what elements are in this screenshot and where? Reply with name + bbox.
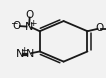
Text: O: O (96, 23, 104, 33)
Text: N: N (25, 22, 33, 32)
Text: +: + (20, 46, 27, 55)
Text: O: O (26, 10, 34, 20)
Text: +: + (29, 18, 37, 28)
Text: −: − (10, 18, 17, 27)
Text: N: N (15, 49, 24, 59)
Text: N: N (25, 49, 34, 59)
Text: O: O (13, 21, 21, 31)
